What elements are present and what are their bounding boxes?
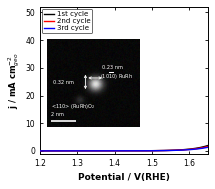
2nd cycle (171, 149, 174, 152)
2nd cycle (47, 150, 50, 152)
1st cycle (202, 146, 204, 148)
3rd cycle (120, 150, 123, 152)
1st cycle (202, 146, 204, 148)
3rd cycle (171, 149, 174, 152)
3rd cycle (116, 150, 118, 152)
1st cycle (171, 149, 174, 151)
X-axis label: Potential / V(RHE): Potential / V(RHE) (78, 173, 170, 182)
Y-axis label: j / mA cm$^{-2}_{geo}$: j / mA cm$^{-2}_{geo}$ (7, 52, 22, 108)
2nd cycle (116, 150, 118, 152)
3rd cycle (38, 150, 41, 152)
1st cycle (38, 150, 41, 152)
Line: 3rd cycle: 3rd cycle (40, 147, 208, 151)
2nd cycle (202, 146, 204, 149)
1st cycle (120, 150, 123, 152)
1st cycle (47, 150, 50, 152)
3rd cycle (207, 146, 209, 148)
1st cycle (207, 144, 209, 147)
3rd cycle (202, 147, 204, 149)
2nd cycle (120, 150, 123, 152)
Line: 2nd cycle: 2nd cycle (40, 146, 208, 151)
1st cycle (116, 150, 118, 152)
3rd cycle (202, 147, 204, 149)
Legend: 1st cycle, 2nd cycle, 3rd cycle: 1st cycle, 2nd cycle, 3rd cycle (42, 9, 92, 33)
2nd cycle (202, 146, 204, 149)
Line: 1st cycle: 1st cycle (40, 146, 208, 151)
3rd cycle (47, 150, 50, 152)
2nd cycle (207, 145, 209, 148)
2nd cycle (38, 150, 41, 152)
